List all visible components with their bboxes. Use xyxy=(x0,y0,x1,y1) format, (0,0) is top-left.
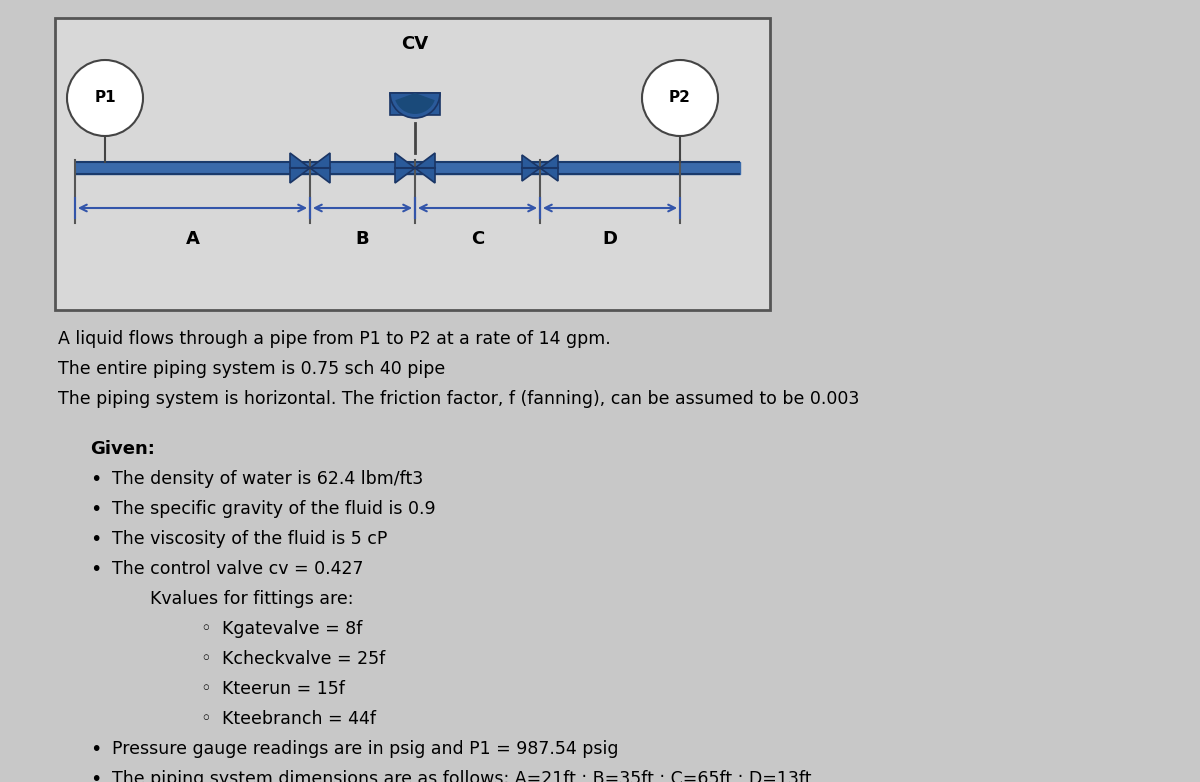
Text: The specific gravity of the fluid is 0.9: The specific gravity of the fluid is 0.9 xyxy=(112,500,436,518)
Text: •: • xyxy=(90,530,101,549)
Text: Kcheckvalve = 25f: Kcheckvalve = 25f xyxy=(222,650,385,668)
Text: P1: P1 xyxy=(94,91,116,106)
Polygon shape xyxy=(540,155,558,181)
Text: •: • xyxy=(90,560,101,579)
Text: ◦: ◦ xyxy=(200,650,211,668)
Text: The entire piping system is 0.75 sch 40 pipe: The entire piping system is 0.75 sch 40 … xyxy=(58,360,445,378)
Text: ◦: ◦ xyxy=(200,710,211,728)
Text: A: A xyxy=(186,230,199,248)
Text: The density of water is 62.4 lbm/ft3: The density of water is 62.4 lbm/ft3 xyxy=(112,470,424,488)
Circle shape xyxy=(67,60,143,136)
Wedge shape xyxy=(390,93,440,118)
Text: ◦: ◦ xyxy=(200,680,211,698)
Text: Kteebranch = 44f: Kteebranch = 44f xyxy=(222,710,376,728)
Text: The piping system dimensions are as follows: A=21ft ; B=35ft ; C=65ft ; D=13ft: The piping system dimensions are as foll… xyxy=(112,770,811,782)
Text: C: C xyxy=(470,230,484,248)
Polygon shape xyxy=(522,155,540,181)
Text: •: • xyxy=(90,770,101,782)
Polygon shape xyxy=(395,153,415,183)
Text: The piping system is horizontal. The friction factor, f (fanning), can be assume: The piping system is horizontal. The fri… xyxy=(58,390,859,408)
Polygon shape xyxy=(310,153,330,183)
Bar xyxy=(55,18,770,310)
Text: ◦: ◦ xyxy=(200,620,211,638)
Text: The control valve cv = 0.427: The control valve cv = 0.427 xyxy=(112,560,364,578)
Bar xyxy=(390,93,440,115)
Text: B: B xyxy=(355,230,370,248)
Text: Kgatevalve = 8f: Kgatevalve = 8f xyxy=(222,620,362,638)
Text: CV: CV xyxy=(402,35,428,53)
Polygon shape xyxy=(290,153,310,183)
Text: Kvalues for fittings are:: Kvalues for fittings are: xyxy=(150,590,354,608)
Text: •: • xyxy=(90,470,101,489)
Text: Kteerun = 15f: Kteerun = 15f xyxy=(222,680,344,698)
Text: D: D xyxy=(602,230,618,248)
Text: The viscosity of the fluid is 5 cP: The viscosity of the fluid is 5 cP xyxy=(112,530,388,548)
Circle shape xyxy=(642,60,718,136)
Text: •: • xyxy=(90,740,101,759)
Text: A liquid flows through a pipe from P1 to P2 at a rate of 14 gpm.: A liquid flows through a pipe from P1 to… xyxy=(58,330,611,348)
Wedge shape xyxy=(395,93,434,114)
Text: Pressure gauge readings are in psig and P1 = 987.54 psig: Pressure gauge readings are in psig and … xyxy=(112,740,618,758)
Text: •: • xyxy=(90,500,101,519)
Text: Given:: Given: xyxy=(90,440,155,458)
Text: P2: P2 xyxy=(670,91,691,106)
Polygon shape xyxy=(415,153,436,183)
